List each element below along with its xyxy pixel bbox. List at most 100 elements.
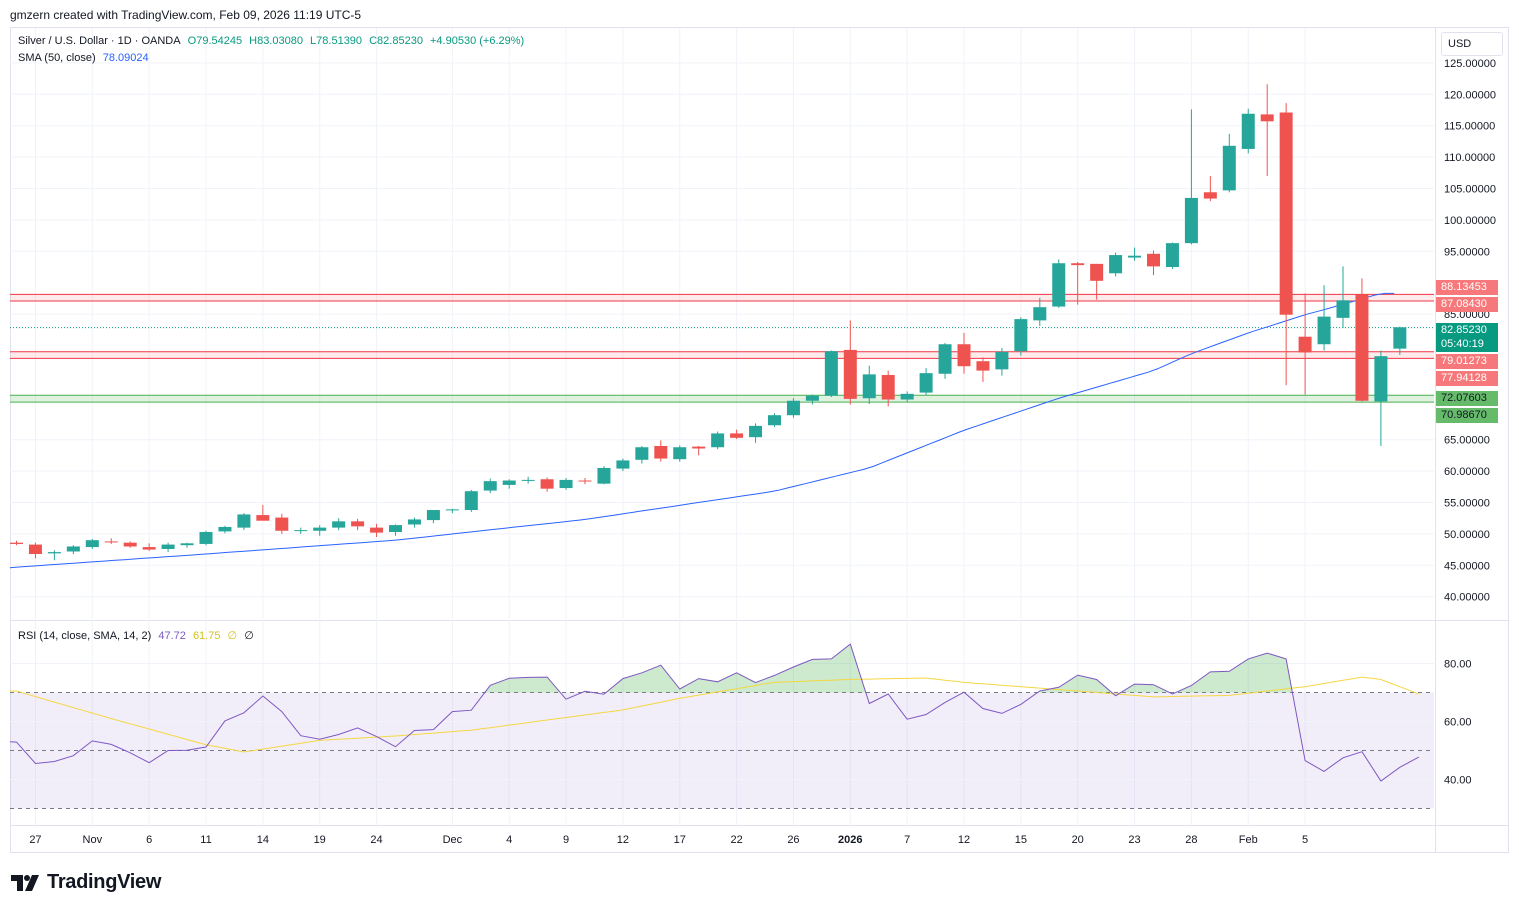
rsi-sma-line	[10, 676, 1419, 753]
rsi-label[interactable]: RSI (14, close, SMA, 14, 2)	[18, 630, 152, 642]
candle-body	[1393, 327, 1407, 349]
candle-body	[919, 373, 933, 393]
candle-body	[199, 532, 213, 544]
sma-value: 78.09024	[102, 52, 149, 64]
tradingview-logo[interactable]: TradingView	[11, 871, 161, 894]
candle-body	[578, 480, 592, 482]
x-tick-label: 15	[1015, 834, 1027, 846]
candle-body	[1184, 197, 1198, 244]
y-tick-label: 110.00000	[1444, 152, 1495, 164]
x-tick-label: 4	[506, 834, 512, 846]
y-tick-label: 125.00000	[1444, 58, 1496, 70]
candle-body	[1147, 253, 1160, 267]
rsi-line	[9, 643, 1420, 782]
support-top-tag: 72.07603	[1436, 391, 1498, 406]
rsi-extra-2: ∅	[244, 630, 254, 642]
x-tick-label: 26	[787, 834, 799, 846]
last-price-tag: 82.85230	[1436, 323, 1498, 338]
candle-body	[673, 447, 687, 460]
candle-body	[1033, 307, 1047, 321]
candle-body	[900, 393, 914, 400]
x-tick-label: 17	[674, 834, 686, 846]
candle-body	[957, 344, 971, 367]
x-tick-label: 9	[563, 834, 569, 846]
resistance-zone-1-fill	[10, 294, 1434, 302]
candle-body	[218, 526, 232, 532]
candle-body	[1298, 336, 1312, 353]
candle-body	[66, 546, 80, 552]
symbol-title[interactable]: Silver / U.S. Dollar · 1D · OANDA	[18, 35, 181, 47]
y-tick-label: 45.00000	[1444, 560, 1490, 572]
x-tick-label: 22	[730, 834, 742, 846]
x-tick-label: Nov	[83, 834, 103, 846]
rsi-overbought-fill	[484, 677, 561, 693]
candle-body	[805, 395, 819, 401]
x-tick-label: 24	[370, 834, 382, 846]
candle-body	[237, 514, 251, 528]
candle-body	[180, 543, 194, 546]
candle-body	[1014, 319, 1028, 352]
candle-body	[389, 525, 402, 533]
candle-body	[711, 433, 725, 448]
close-value: C82.85230	[369, 35, 423, 47]
candle-body	[1128, 255, 1142, 258]
x-tick-label: 7	[904, 834, 910, 846]
attribution-text: gmzern created with TradingView.com, Feb…	[10, 8, 362, 22]
candle-body	[1090, 263, 1104, 281]
x-tick-label: Feb	[1239, 834, 1258, 846]
candle-body	[426, 510, 440, 521]
candle-body	[881, 375, 895, 400]
candle-body	[407, 519, 421, 525]
candle-body	[142, 547, 156, 550]
candle-body	[616, 460, 630, 469]
tradingview-logo-icon	[11, 874, 39, 891]
candle-body	[256, 515, 270, 521]
y-tick-label: 60.00000	[1444, 466, 1490, 478]
candle-body	[1052, 263, 1066, 307]
rsi-y-tick-label: 40.00	[1444, 775, 1472, 787]
candle-body	[1374, 356, 1388, 402]
rsi-y-tick-label: 60.00	[1444, 717, 1472, 729]
main-legend: Silver / U.S. Dollar · 1D · OANDA O79.54…	[18, 35, 528, 47]
candle-body	[635, 447, 649, 460]
tradingview-logo-text: TradingView	[47, 871, 162, 893]
x-tick-label: 14	[257, 834, 269, 846]
candle-body	[123, 542, 137, 547]
x-tick-label: 6	[146, 834, 152, 846]
countdown-tag: 05:40:19	[1436, 337, 1498, 352]
x-tick-label: 20	[1072, 834, 1084, 846]
candle-body	[445, 509, 459, 511]
candle-body	[275, 517, 289, 531]
x-tick-label: 11	[200, 834, 211, 846]
sma-label[interactable]: SMA (50, close)	[18, 52, 96, 64]
rsi-value: 47.72	[158, 630, 186, 642]
sma-legend: SMA (50, close) 78.09024	[18, 52, 153, 64]
candle-body	[1260, 114, 1274, 122]
support-zone-fill	[10, 395, 1434, 403]
candle-body	[464, 491, 478, 511]
candle-body	[843, 349, 857, 399]
candle-body	[1203, 192, 1217, 199]
candle-body	[938, 344, 952, 374]
x-tick-label: 2026	[838, 834, 862, 846]
candle-body	[104, 541, 118, 543]
candle-body	[1336, 300, 1350, 318]
currency-selector[interactable]: USD	[1441, 32, 1503, 56]
y-tick-label: 85.00000	[1444, 309, 1490, 321]
candle-body	[692, 446, 706, 449]
candle-body	[1109, 255, 1123, 274]
y-tick-label: 120.00000	[1444, 89, 1496, 101]
x-tick-label: 19	[314, 834, 326, 846]
change-value: +4.90530 (+6.29%)	[430, 35, 525, 47]
y-tick-label: 40.00000	[1444, 592, 1490, 604]
candle-body	[559, 479, 573, 489]
candle-body	[10, 542, 23, 544]
candle-body	[749, 425, 763, 438]
rsi-overbought-fill	[1120, 684, 1170, 693]
candle-body	[294, 530, 308, 532]
candle-body	[540, 479, 554, 489]
support-bottom-tag: 70.98670	[1436, 408, 1498, 423]
rsi-overbought-fill	[1175, 653, 1293, 693]
candle-body	[1279, 112, 1293, 315]
